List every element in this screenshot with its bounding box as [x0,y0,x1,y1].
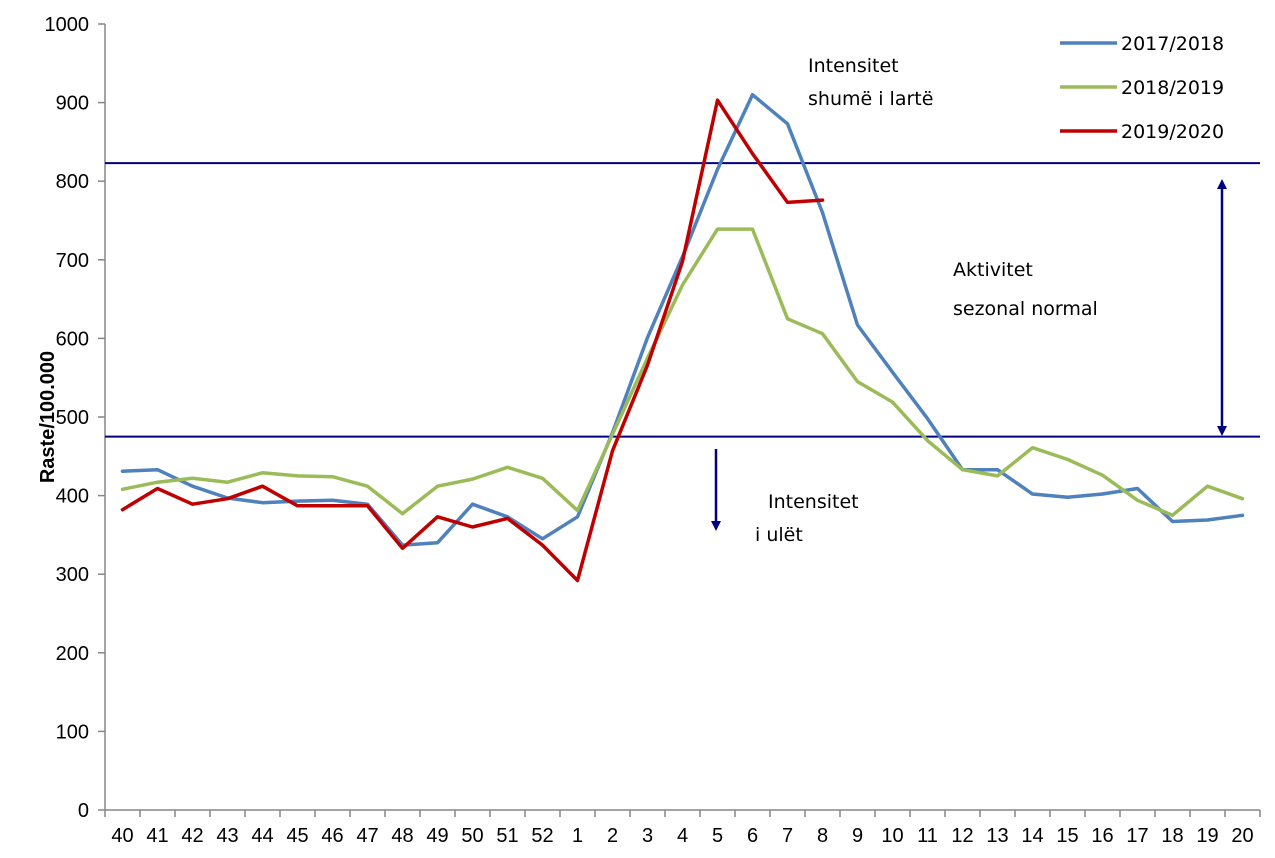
x-tick-label: 52 [531,825,553,847]
series-line-2018-2019 [120,227,1245,518]
x-tick-label: 41 [146,825,168,847]
annotation-low-line1: Intensitet [768,491,859,513]
x-tick-label: 44 [251,825,273,847]
y-tick-label: 700 [56,250,89,272]
x-tick-label: 19 [1196,825,1218,847]
x-tick-label: 40 [111,825,133,847]
x-tick-label: 46 [321,825,343,847]
x-tick-label: 16 [1091,825,1113,847]
x-ticks: 40 41 42 43 44 45 46 47 48 49 50 51 52 1 2 3 4 5 6 7 8 9 10 11 1… [104,810,1261,847]
x-tick-label: 8 [817,825,828,847]
x-tick-label: 20 [1231,825,1253,847]
x-tick-label: 1 [572,825,583,847]
x-tick-label: 13 [986,825,1008,847]
y-axis-title: Raste/100.000 [37,351,59,483]
y-tick-label: 500 [56,407,89,429]
x-tick-label: 14 [1021,825,1043,847]
x-tick-label: 43 [216,825,238,847]
legend-label-2018-2019: 2018/2019 [1121,77,1224,99]
x-tick-label: 2 [607,825,618,847]
series-lines [120,92,1245,583]
x-tick-label: 45 [286,825,308,847]
x-tick-label: 47 [356,825,378,847]
y-tick-label: 300 [56,564,89,586]
legend-label-2019-2020: 2019/2020 [1121,121,1224,143]
legend: 2017/2018 2018/2019 2019/2020 [1060,33,1224,143]
series-line-2019-2020 [120,98,825,583]
x-tick-label: 50 [461,825,483,847]
annotation-very-high-line2: shumë i lartë [808,88,933,110]
y-tick-label: 800 [56,171,89,193]
y-ticks: 0 100 200 300 400 500 600 700 800 900 1000 [45,14,105,822]
x-tick-label: 10 [881,825,903,847]
y-tick-label: 900 [56,93,89,115]
x-tick-label: 4 [677,825,688,847]
x-tick-label: 11 [917,825,938,847]
y-tick-label: 100 [56,721,89,743]
y-tick-label: 0 [78,800,89,822]
y-tick-label: 400 [56,486,89,508]
x-tick-label: 18 [1161,825,1183,847]
annotation-normal-line1: Aktivitet [953,259,1033,281]
x-tick-label: 42 [181,825,203,847]
x-tick-label: 7 [782,825,793,847]
annotation-normal-line2: sezonal normal [953,298,1098,320]
x-tick-label: 5 [712,825,723,847]
y-tick-label: 200 [56,643,89,665]
x-tick-label: 6 [747,825,758,847]
x-tick-label: 17 [1126,825,1148,847]
x-tick-label: 51 [496,825,518,847]
annotation-low-line2: i ulët [755,524,803,546]
threshold-lines [105,162,1260,438]
annotation-very-high-line1: Intensitet [808,55,899,77]
x-tick-label: 3 [642,825,653,847]
x-tick-label: 9 [852,825,863,847]
x-tick-label: 48 [391,825,413,847]
legend-label-2017-2018: 2017/2018 [1121,33,1224,55]
x-tick-label: 15 [1056,825,1078,847]
x-tick-label: 12 [951,825,973,847]
y-tick-label: 1000 [45,14,90,36]
y-tick-label: 600 [56,328,89,350]
x-tick-label: 49 [426,825,448,847]
